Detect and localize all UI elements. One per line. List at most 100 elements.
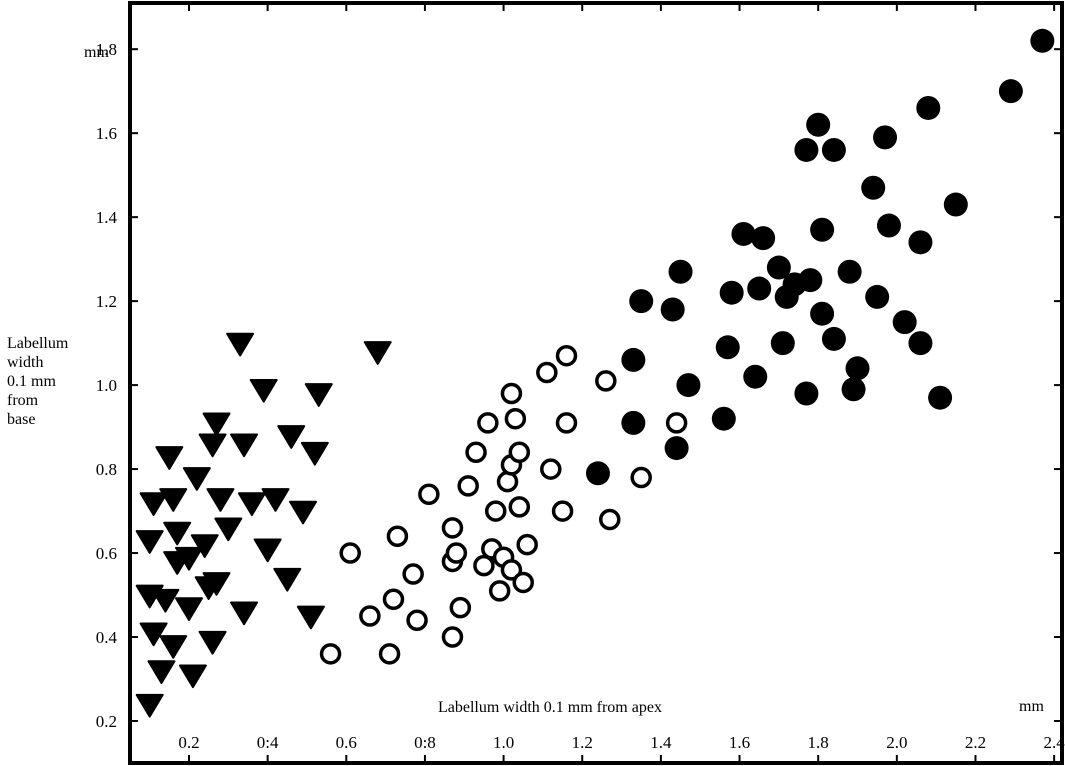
- filled-circle-point: [751, 226, 776, 251]
- filled-circle-point: [928, 385, 953, 410]
- open-circle-point: [516, 533, 538, 556]
- triangle-point: [289, 500, 318, 525]
- open-circle-point: [386, 525, 409, 548]
- x-tick-label: 0:4: [257, 733, 279, 752]
- triangle-point: [230, 433, 259, 458]
- y-axis-title-line: Labellum: [7, 335, 69, 352]
- filled-circle-point: [743, 364, 768, 389]
- open-circle-point: [402, 563, 424, 585]
- filled-circle-point: [770, 331, 795, 356]
- open-circle-point: [477, 412, 499, 434]
- y-axis-title-line: width: [7, 354, 43, 371]
- x-axis-ticks: [187, 3, 1056, 763]
- filled-circle-point: [798, 268, 823, 293]
- triangle-point: [139, 622, 168, 647]
- triangle-point: [206, 488, 235, 512]
- filled-circle-point: [1030, 28, 1055, 53]
- triangle-point: [198, 433, 227, 458]
- x-axis-tick-labels: 0.2 0:4 0.6 0:8 1.0 1.2 1.4 1.6 1.8 2.0 2.2 2.4: [178, 733, 1065, 752]
- filled-circle-point: [731, 221, 756, 246]
- triangle-point: [159, 488, 188, 512]
- filled-circle-point: [841, 377, 866, 402]
- filled-circle-point: [873, 125, 898, 150]
- y-axis-title-line: 0.1 mm: [7, 373, 56, 390]
- filled-circle-point: [810, 301, 835, 326]
- open-circle-point: [406, 609, 428, 631]
- y-tick-label: 1.0: [96, 376, 117, 395]
- triangle-point: [249, 378, 278, 403]
- open-circle-point: [339, 542, 361, 564]
- triangle-point: [190, 534, 219, 559]
- triangle-point: [147, 660, 176, 684]
- x-axis-unit: mm: [1019, 698, 1044, 715]
- filled-circle-point: [943, 192, 968, 217]
- x-tick-label: 2.4: [1044, 733, 1065, 752]
- triangle-point: [174, 597, 203, 621]
- y-axis-ticks: [130, 48, 1062, 723]
- triangle-point: [135, 693, 164, 718]
- y-tick-label: 1.4: [96, 208, 118, 227]
- filled-circle-point: [861, 175, 886, 200]
- open-circle-point: [359, 605, 381, 627]
- open-circle-point: [378, 643, 401, 665]
- open-circle-point: [484, 500, 507, 522]
- open-circle-point: [630, 466, 652, 489]
- x-tick-label: 0:8: [414, 733, 436, 752]
- triangle-point: [296, 605, 325, 630]
- open-circle-point: [555, 344, 578, 367]
- open-circle-point: [595, 370, 617, 392]
- open-circle-point: [599, 508, 621, 531]
- filled-circle-point: [821, 137, 846, 162]
- filled-circle-point: [908, 230, 933, 255]
- y-axis-title-line: base: [7, 411, 35, 428]
- open-circle-point: [504, 407, 527, 430]
- filled-circle-point: [664, 436, 689, 461]
- y-axis-tick-labels: 0.2 0.4 0.6 0.8 1.0 1.2 1.4 1.6 1.8: [96, 40, 118, 731]
- open-circle-point: [508, 496, 531, 518]
- y-tick-label: 1.8: [96, 40, 117, 59]
- open-circle-point: [445, 542, 468, 564]
- x-tick-label: 1.4: [650, 733, 672, 752]
- filled-circle-point: [747, 276, 772, 301]
- open-circle-point: [500, 559, 523, 581]
- filled-circle-point: [865, 284, 890, 309]
- triangle-point: [151, 588, 180, 613]
- triangle-point: [163, 521, 192, 546]
- open-circle-point: [441, 517, 464, 539]
- filled-circle-point: [766, 255, 791, 280]
- x-tick-label: 1.8: [808, 733, 829, 752]
- triangle-point: [178, 664, 207, 689]
- open-circle-point: [441, 626, 464, 648]
- filled-circle-point: [916, 95, 941, 120]
- filled-circle-point: [794, 137, 819, 162]
- filled-circle-point: [837, 259, 862, 284]
- y-axis-title: Labellum width 0.1 mm from base: [7, 335, 69, 428]
- open-circle-point: [508, 441, 531, 464]
- triangle-point: [237, 492, 266, 517]
- filled-circle-point: [668, 259, 693, 284]
- filled-circle-point: [629, 289, 654, 314]
- y-tick-label: 0.2: [96, 712, 117, 731]
- data-points: [135, 28, 1055, 718]
- x-tick-label: 0.2: [178, 733, 199, 752]
- filled-circle-point: [794, 381, 819, 406]
- x-tick-label: 2.2: [965, 733, 986, 752]
- triangle-point: [159, 635, 188, 659]
- open-circle-point: [418, 483, 440, 506]
- filled-circle-point: [621, 347, 646, 372]
- triangle-point: [304, 383, 333, 407]
- x-tick-label: 2.0: [886, 733, 907, 752]
- y-tick-label: 1.6: [96, 124, 117, 143]
- y-axis-title-line: from: [7, 392, 39, 409]
- triangle-point: [226, 332, 255, 357]
- y-tick-label: 1.2: [96, 292, 117, 311]
- open-circle-point: [319, 643, 342, 665]
- y-tick-label: 0.8: [96, 460, 117, 479]
- triangle-point: [261, 488, 290, 512]
- y-tick-label: 0.4: [96, 628, 118, 647]
- filled-circle-point: [715, 335, 740, 360]
- open-circle-point: [551, 500, 574, 522]
- x-tick-label: 1.0: [493, 733, 514, 752]
- plot-frame: [128, 1, 1064, 765]
